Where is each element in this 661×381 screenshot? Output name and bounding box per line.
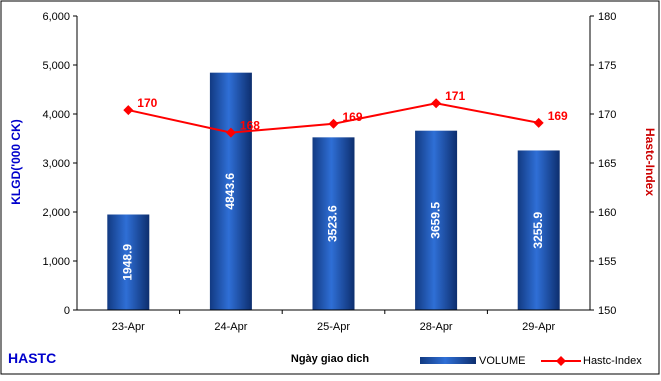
x-tick-label-1: 24-Apr — [214, 321, 247, 333]
left-axis-title: KLGD('000 CK) — [9, 119, 23, 205]
bar-label-2: 3523.6 — [326, 205, 340, 242]
legend: VOLUME Hastc-Index — [420, 355, 642, 367]
left-tick-label-6: 6,000 — [42, 11, 70, 23]
right-tick-label-3: 165 — [598, 158, 616, 170]
right-tick-label-6: 180 — [598, 11, 616, 23]
legend-marker-index — [556, 356, 566, 366]
bar-1 — [209, 72, 252, 310]
index-label-0: 170 — [137, 96, 157, 110]
right-axis-title: Hastc-Index — [643, 128, 657, 196]
index-label-4: 169 — [548, 109, 568, 123]
bar-0 — [107, 214, 150, 310]
right-tick-label-5: 175 — [598, 60, 616, 72]
left-tick-label-5: 5,000 — [42, 60, 70, 72]
x-tick-label-3: 28-Apr — [420, 321, 453, 333]
legend-label-volume: VOLUME — [479, 355, 525, 367]
x-axis-title: Ngày giao dich — [291, 353, 370, 365]
corner-label: HASTC — [8, 350, 56, 366]
right-tick-label-1: 155 — [598, 256, 616, 268]
left-tick-label-3: 3,000 — [42, 158, 70, 170]
left-tick-label-1: 1,000 — [42, 256, 70, 268]
index-label-2: 169 — [343, 110, 363, 124]
index-label-3: 171 — [445, 89, 465, 103]
index-label-1: 168 — [240, 119, 260, 133]
bar-3 — [415, 130, 458, 310]
index-point-3 — [431, 98, 442, 109]
bar-label-3: 3659.5 — [428, 202, 442, 239]
right-tick-label-0: 150 — [598, 305, 616, 317]
axes-layer: 0 1,000 2,000 3,000 4,000 5,000 6,000 150 155 160… — [42, 11, 616, 333]
left-tick-label-0: 0 — [64, 305, 70, 317]
x-tick-label-4: 29-Apr — [522, 321, 555, 333]
left-tick-label-4: 4,000 — [42, 109, 70, 121]
legend-label-index: Hastc-Index — [583, 355, 642, 367]
x-tick-label-2: 25-Apr — [317, 321, 350, 333]
index-point-0 — [123, 105, 134, 116]
x-tick-label-0: 23-Apr — [112, 321, 145, 333]
index-point-1 — [225, 127, 236, 138]
bars-layer: 1948.9 4843.6 3523.6 3659.5 3255.9 — [107, 72, 560, 310]
bar-label-0: 1948.9 — [120, 244, 134, 281]
right-tick-label-4: 170 — [598, 109, 616, 121]
left-tick-label-2: 2,000 — [42, 207, 70, 219]
legend-swatch-volume — [420, 357, 476, 364]
line-layer: 170 168 169 171 169 — [123, 89, 568, 138]
index-point-4 — [533, 117, 544, 128]
bar-label-4: 3255.9 — [531, 212, 545, 249]
bar-2 — [312, 137, 355, 310]
index-point-2 — [328, 118, 339, 129]
right-tick-label-2: 160 — [598, 207, 616, 219]
bar-4 — [517, 150, 560, 310]
bar-label-1: 4843.6 — [223, 173, 237, 210]
